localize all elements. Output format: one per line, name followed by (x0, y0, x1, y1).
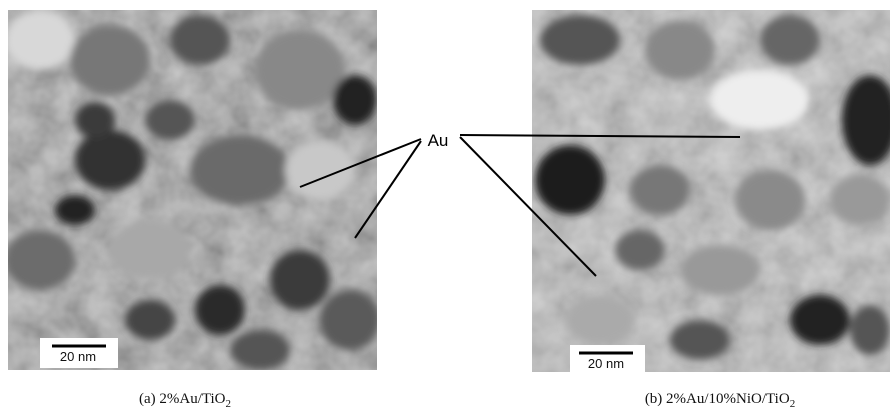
caption: (a) 2%Au/TiO2 (139, 391, 231, 410)
annotation-label: Au (428, 131, 449, 150)
caption-part: (a) 2%Au/TiO (139, 391, 226, 407)
scale-bar-label: 20 nm (60, 349, 96, 364)
page: 20 nm 20 nm Au (a) (0, 0, 890, 410)
caption-part: 2 (790, 398, 796, 410)
figure: 20 nm 20 nm Au (a) (0, 0, 890, 410)
caption: (b) 2%Au/10%NiO/TiO2 (645, 391, 795, 410)
caption-part: (b) 2%Au/10%NiO/TiO (645, 391, 790, 407)
scale-bar-label: 20 nm (588, 356, 624, 371)
caption-part: 2 (226, 398, 232, 410)
tem-image-b (532, 10, 890, 372)
tem-image-a (5, 10, 380, 370)
